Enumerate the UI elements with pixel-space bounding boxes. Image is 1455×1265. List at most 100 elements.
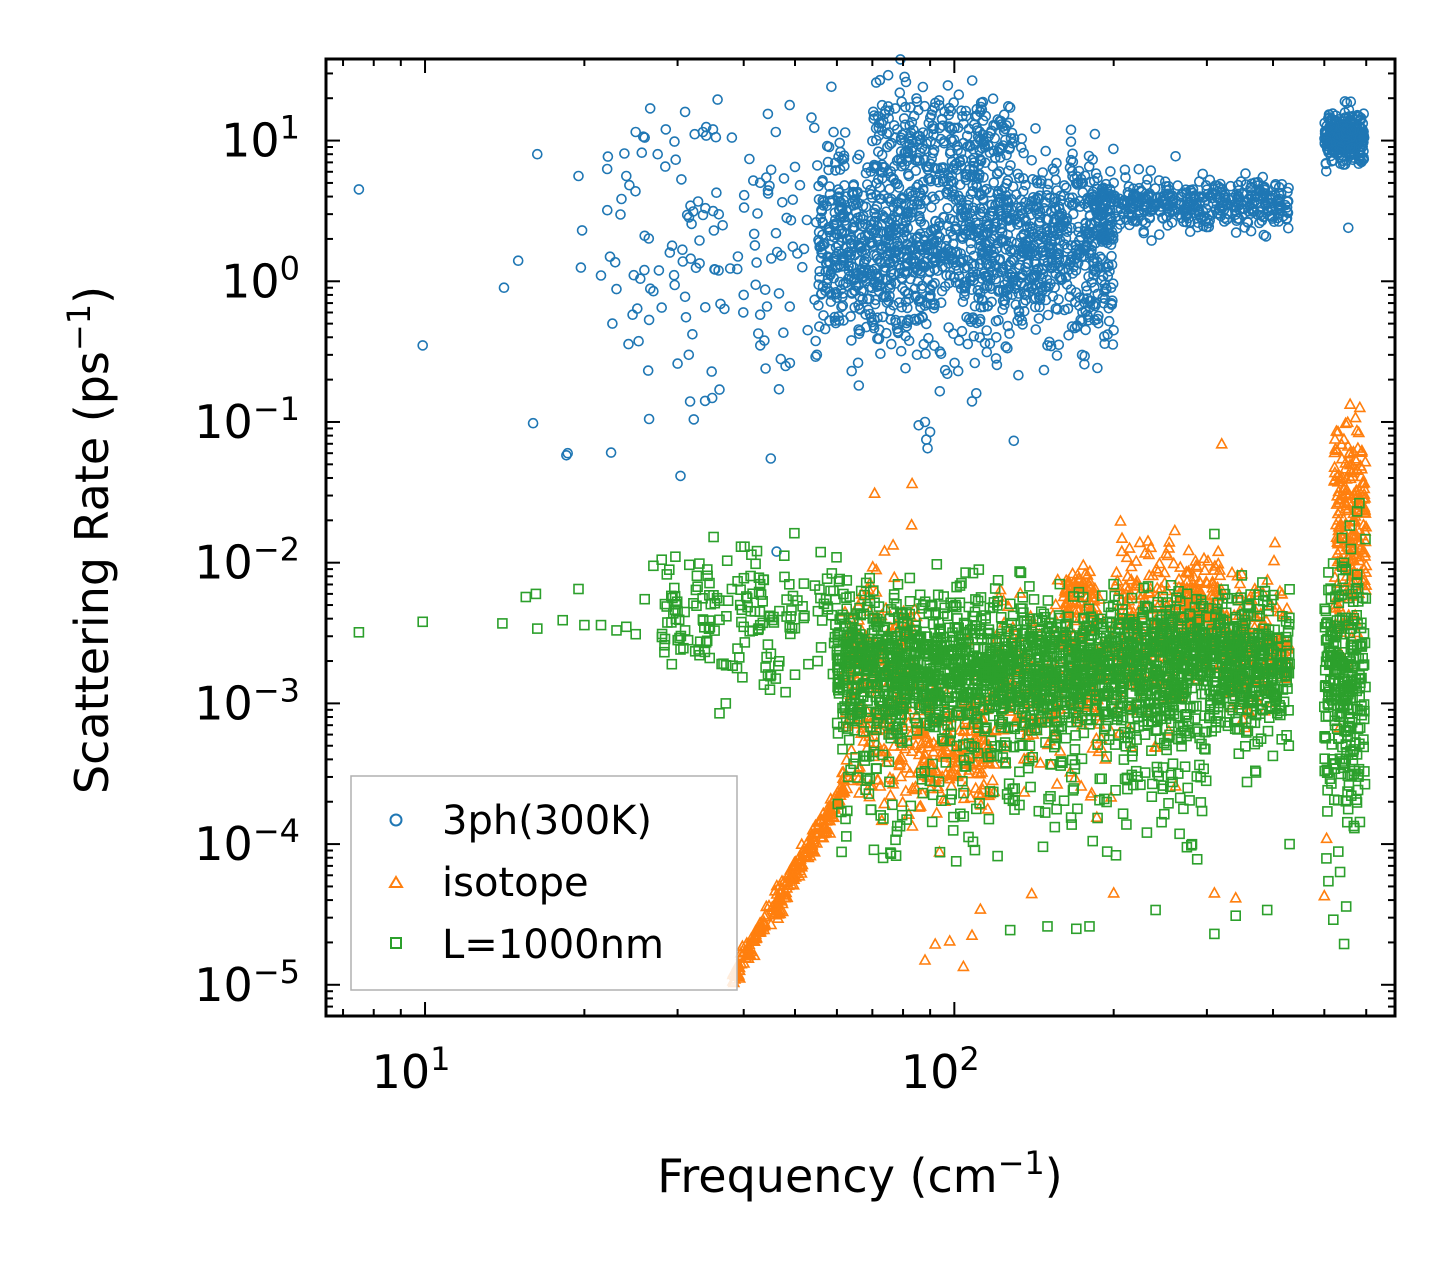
scatter-point bbox=[1093, 317, 1104, 329]
scatter-point bbox=[714, 384, 725, 395]
scatter-point bbox=[639, 264, 650, 276]
scatter-point bbox=[976, 249, 988, 260]
scatter-point bbox=[974, 313, 986, 325]
scatter-point bbox=[810, 351, 821, 363]
scatter-point bbox=[914, 130, 925, 142]
scatter-point bbox=[968, 160, 980, 172]
scatter-point bbox=[1030, 258, 1041, 270]
scatter-point bbox=[1051, 249, 1063, 260]
scatter-point bbox=[628, 269, 640, 281]
scatter-point bbox=[1051, 350, 1063, 361]
scatter-point bbox=[751, 257, 762, 268]
scatter-point bbox=[1119, 164, 1131, 176]
scatter-point bbox=[813, 226, 825, 238]
scatter-point bbox=[669, 279, 681, 291]
scatter-point bbox=[875, 348, 886, 360]
scatter-point bbox=[1013, 172, 1025, 184]
scatter-point bbox=[816, 206, 828, 217]
scatter-point bbox=[901, 317, 912, 329]
scatter-point bbox=[778, 173, 790, 184]
scatter-point bbox=[1108, 143, 1119, 155]
scatter-point bbox=[959, 290, 970, 302]
scatter-point bbox=[919, 144, 930, 155]
scatter-point bbox=[1016, 246, 1028, 258]
scatter-point bbox=[713, 209, 725, 220]
scatter-point bbox=[966, 75, 978, 86]
scatter-point bbox=[1017, 173, 1029, 184]
scatter-point bbox=[1023, 248, 1034, 260]
scatter-point bbox=[1008, 435, 1020, 447]
scatter-point bbox=[785, 215, 797, 226]
scatter-point bbox=[775, 250, 787, 261]
scatter-point bbox=[417, 340, 429, 351]
scatter-point bbox=[1040, 294, 1052, 306]
scatter-point bbox=[1057, 214, 1069, 225]
scatter-point bbox=[1103, 315, 1115, 327]
scatter-point bbox=[679, 291, 691, 303]
scatter-point bbox=[983, 220, 995, 232]
scatter-point bbox=[656, 302, 668, 313]
scatter-point bbox=[700, 202, 711, 214]
scatter-point bbox=[1032, 192, 1043, 203]
scatter-point bbox=[1043, 214, 1054, 225]
scatter-point bbox=[527, 417, 539, 429]
scatter-point bbox=[871, 281, 883, 293]
scatter-point bbox=[885, 266, 897, 278]
scatter-point bbox=[906, 232, 917, 244]
scatter-point bbox=[1105, 166, 1116, 177]
scatter-point bbox=[999, 279, 1010, 291]
scatter-point bbox=[642, 365, 654, 376]
scatter-point bbox=[828, 126, 839, 138]
scatter-point bbox=[969, 357, 981, 369]
scatter-point bbox=[869, 298, 881, 310]
scatter-point bbox=[993, 314, 1004, 326]
scatter-point bbox=[899, 226, 911, 238]
scatter-point bbox=[811, 349, 823, 361]
scatter-point bbox=[848, 180, 859, 192]
scatter-point bbox=[870, 134, 882, 146]
scatter-point bbox=[848, 221, 860, 232]
scatter-point bbox=[860, 201, 872, 213]
scatter-point bbox=[936, 285, 948, 297]
scatter-point bbox=[890, 230, 901, 241]
scatter-point bbox=[877, 115, 889, 126]
scatter-point bbox=[896, 301, 908, 313]
scatter-point bbox=[815, 212, 827, 224]
scatter-point bbox=[738, 189, 750, 201]
scatter-point bbox=[830, 317, 842, 329]
scatter-point bbox=[1102, 237, 1113, 249]
scatter-point bbox=[992, 188, 1004, 199]
scatter-point bbox=[970, 217, 981, 229]
scatter-point bbox=[686, 218, 697, 230]
scatter-point bbox=[837, 300, 849, 311]
scatter-point bbox=[823, 164, 834, 176]
scatter-point bbox=[1343, 222, 1354, 234]
scatter-point bbox=[1260, 231, 1272, 242]
scatter-point bbox=[801, 214, 813, 226]
scatter-point bbox=[616, 193, 627, 205]
scatter-point bbox=[1064, 291, 1075, 303]
scatter-point bbox=[1083, 314, 1094, 326]
scatter-point bbox=[880, 291, 892, 303]
scatter-point bbox=[1092, 362, 1103, 374]
scatter-point bbox=[1083, 271, 1094, 282]
scatter-point bbox=[947, 238, 959, 250]
scatter-point bbox=[604, 251, 616, 263]
scatter-point bbox=[784, 301, 796, 312]
scatter-point bbox=[1040, 145, 1051, 157]
scatter-point bbox=[754, 309, 766, 321]
scatter-point bbox=[817, 217, 829, 229]
scatter-point bbox=[884, 139, 895, 150]
scatter-point bbox=[870, 77, 882, 88]
scatter-point bbox=[1061, 182, 1072, 194]
scatter-point bbox=[974, 208, 986, 220]
scatter-point bbox=[962, 338, 974, 350]
scatter-point bbox=[726, 132, 738, 143]
scatter-point bbox=[715, 298, 726, 310]
scatter-point bbox=[1004, 269, 1016, 281]
scatter-point bbox=[973, 159, 985, 170]
scatter-point bbox=[1004, 102, 1016, 113]
scatter-point bbox=[942, 203, 954, 214]
scatter-point bbox=[1063, 329, 1074, 341]
scatter-point bbox=[868, 216, 880, 228]
